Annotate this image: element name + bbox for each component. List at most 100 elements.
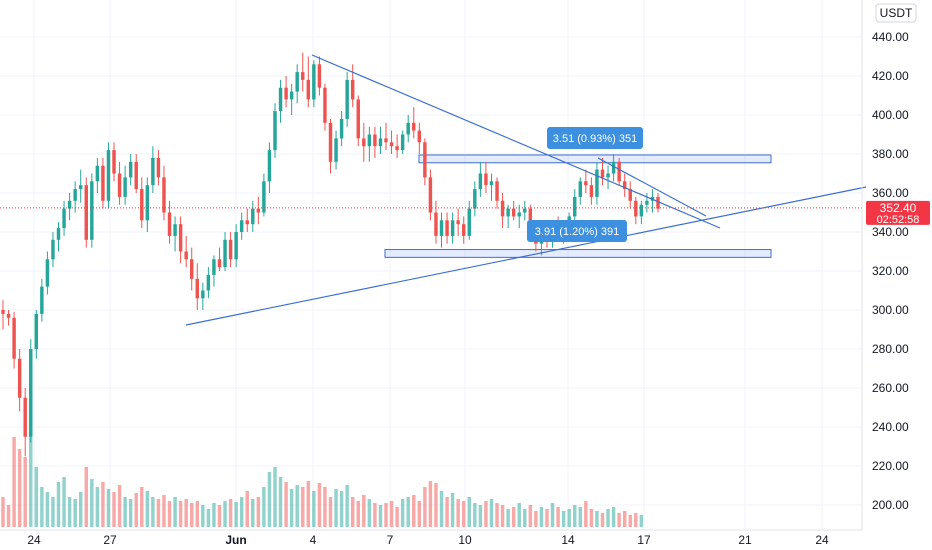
time-axis[interactable]: 24 27 Jun 4 7 10 14 17 21 24 <box>27 533 829 547</box>
volume-bar <box>423 487 427 527</box>
volume-bar <box>301 487 305 527</box>
volume-bar <box>95 487 100 527</box>
volume-bar <box>489 499 494 527</box>
candle-body <box>578 181 583 197</box>
candle-body <box>573 196 577 217</box>
volume-bar <box>101 482 105 527</box>
volume-bar <box>345 485 349 527</box>
candle-body <box>306 79 311 100</box>
price-tick-label: 420.00 <box>872 69 909 83</box>
time-tick-label: 4 <box>310 533 317 547</box>
candle-body <box>140 189 144 221</box>
annotations: 3.51 (0.93%) 351 3.91 (1.20%) 391 <box>527 127 643 242</box>
volume-bar <box>84 467 88 527</box>
volume-bar <box>528 505 533 527</box>
volume-bar <box>356 501 360 527</box>
volume-bar <box>589 509 594 527</box>
price-tick-label: 360.00 <box>872 186 909 200</box>
volume-bar <box>67 497 72 527</box>
candle-body <box>34 313 39 349</box>
volume-bar <box>317 483 322 527</box>
volume-bar <box>611 507 616 527</box>
volume-bar <box>439 491 444 527</box>
volume-bar <box>556 507 560 527</box>
trendlines <box>0 54 867 326</box>
candle-body <box>262 181 266 213</box>
volume-bar <box>567 509 571 527</box>
volume-bar <box>134 493 138 527</box>
time-tick-label: 21 <box>738 533 752 547</box>
candle-body <box>606 173 610 178</box>
candle-body <box>156 157 161 178</box>
measure-label-box <box>547 127 643 149</box>
candle-body <box>206 274 211 291</box>
candle-body <box>456 220 460 225</box>
volume-bar <box>6 505 11 527</box>
candle-body <box>51 239 55 260</box>
volume-bar <box>56 482 61 527</box>
volume-bar <box>73 499 77 527</box>
volume-bar <box>117 485 122 527</box>
candle-body <box>328 122 333 162</box>
volume-bar <box>478 505 483 527</box>
candle-body <box>600 169 605 178</box>
candle-body <box>400 134 405 151</box>
volume-bar <box>284 482 288 527</box>
candle-body <box>473 189 477 209</box>
volume-bar <box>162 495 166 527</box>
volume-bar <box>239 497 244 527</box>
candle-body <box>273 111 277 151</box>
volume-bar <box>212 503 216 527</box>
candle-body <box>45 259 50 287</box>
time-tick-label: 24 <box>27 533 41 547</box>
volume-bar <box>328 497 333 527</box>
time-tick-label: 14 <box>561 533 575 547</box>
volume-bar <box>339 491 344 527</box>
candle-body <box>162 177 166 213</box>
volume-bar <box>517 503 521 527</box>
volume-bar <box>634 513 638 527</box>
volume-bar <box>467 497 471 527</box>
candle-body <box>289 91 294 100</box>
volume-bar <box>417 501 422 527</box>
candle-body <box>195 278 200 299</box>
candle-body <box>12 317 16 359</box>
volume-bar <box>217 505 222 527</box>
time-tick-label: 10 <box>458 533 472 547</box>
candle-body <box>384 138 388 143</box>
volume-bar <box>201 505 205 527</box>
volume-bar <box>34 467 39 527</box>
candle-body <box>467 208 471 236</box>
candle-body <box>29 349 33 437</box>
bar-countdown: 02:52:58 <box>877 214 920 226</box>
volume-bar <box>600 513 605 527</box>
time-tick-label: Jun <box>225 533 246 547</box>
candle-body <box>234 232 238 260</box>
candle-body <box>312 64 316 100</box>
volume-bar <box>273 467 277 527</box>
candle-body <box>445 220 449 236</box>
candle-body <box>178 224 183 252</box>
volume-bar <box>278 477 283 527</box>
volume-bar <box>456 499 460 527</box>
currency-badge[interactable]: USDT <box>875 3 917 23</box>
ascending-trendline <box>185 186 867 326</box>
candle-body <box>634 200 638 217</box>
last-price-badge: 352.40 02:52:58 <box>866 200 930 226</box>
candle-body <box>6 313 11 318</box>
candle-body <box>256 208 261 213</box>
candle-body <box>56 228 61 240</box>
volume-bar <box>1 497 5 527</box>
volume-bar <box>445 497 449 527</box>
candle-body <box>145 185 150 221</box>
volume-bar <box>628 515 632 527</box>
candle-body <box>450 220 455 236</box>
volume-bar <box>312 491 316 527</box>
candle-body <box>106 150 111 201</box>
candle-body <box>67 200 72 209</box>
candle-body <box>123 177 127 197</box>
candle-body <box>345 79 349 119</box>
candle-body <box>395 146 399 151</box>
price-axis[interactable]: 440.00 420.00 400.00 380.00 360.00 340.00 320.… <box>872 30 909 512</box>
